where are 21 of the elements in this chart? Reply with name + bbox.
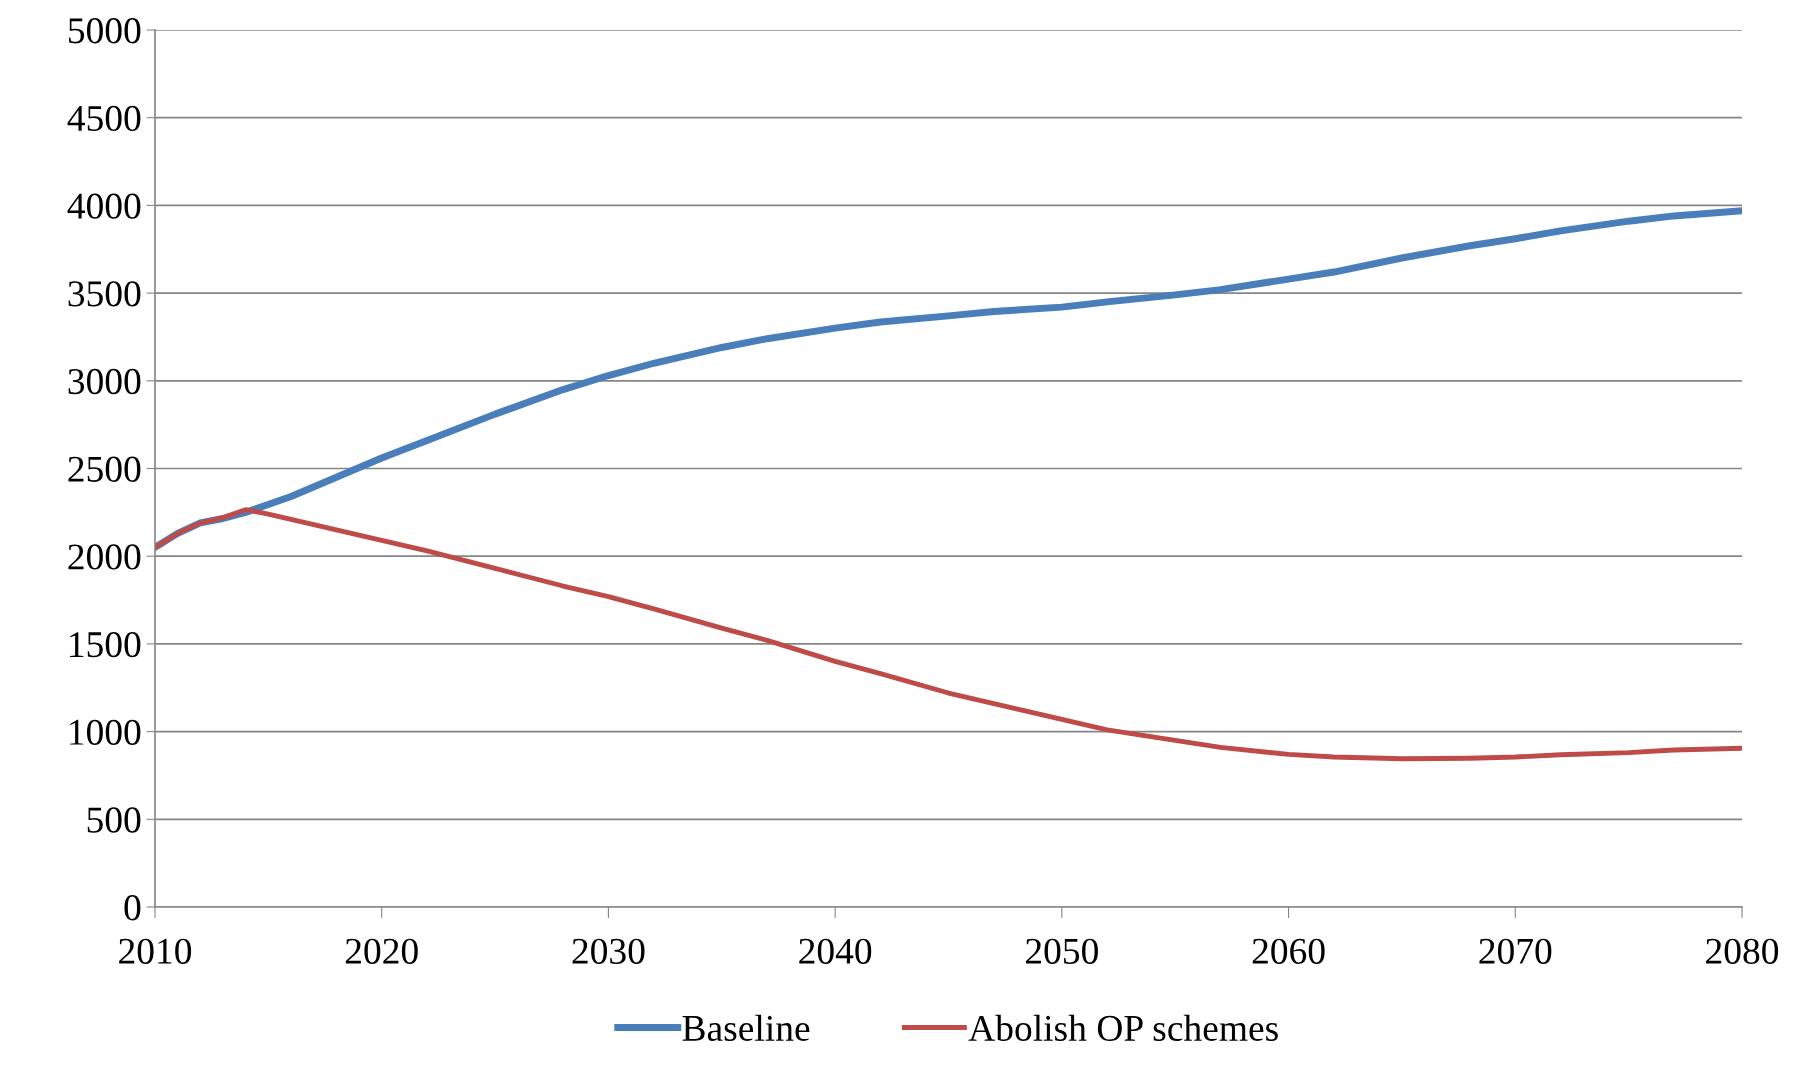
y-tick-label: 500 (87, 807, 141, 833)
y-tick-label: 4500 (67, 105, 141, 132)
y-tick-label: 1500 (70, 631, 141, 658)
x-tick-label: 2010 (119, 938, 192, 964)
y-tick-label: 2000 (68, 544, 141, 570)
x-tick-label: 2050 (1026, 938, 1098, 964)
x-tick-label: 2060 (1252, 938, 1325, 964)
x-tick-label: 2030 (572, 938, 645, 964)
legend-label: Baseline (682, 1014, 810, 1042)
x-tick-label: 2020 (345, 938, 418, 964)
x-tick-label: 2040 (799, 938, 872, 964)
y-tick-label: 3000 (68, 368, 141, 395)
y-tick-label: 4000 (67, 193, 141, 219)
x-tick-label: 2080 (1706, 938, 1779, 964)
y-tick-label: 3500 (68, 281, 141, 307)
x-tick-label: 2070 (1479, 938, 1552, 964)
y-tick-label: 2500 (68, 456, 141, 482)
legend-label: Abolish OP schemes (968, 1014, 1278, 1042)
y-tick-label: 0 (124, 895, 141, 921)
y-tick-label: 1000 (70, 719, 141, 745)
y-tick-label: 5000 (68, 18, 141, 44)
